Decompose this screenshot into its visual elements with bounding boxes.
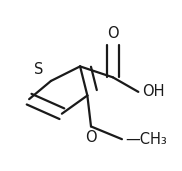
Text: O: O xyxy=(85,130,97,145)
Text: —CH₃: —CH₃ xyxy=(126,132,167,147)
Text: O: O xyxy=(107,26,119,41)
Text: OH: OH xyxy=(142,84,165,99)
Text: S: S xyxy=(34,62,44,77)
